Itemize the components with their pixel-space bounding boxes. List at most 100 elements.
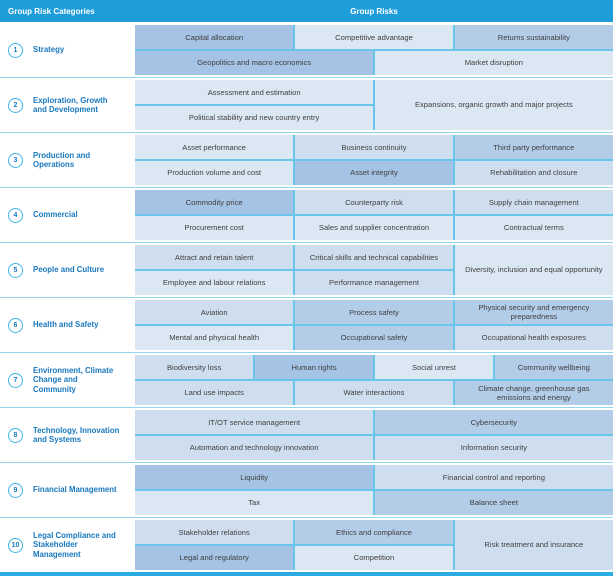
risk-grid: Attract and retain talent Critical skills… [135,245,613,295]
risk-block-9: 9 Financial Management Liquidity Financial … [0,465,613,515]
risk-grid: IT/OT service management Cybersecurity Aut… [135,410,613,460]
bottom-accent-bar [0,572,613,576]
category-label: Exploration, Growth and Development [33,95,108,114]
risk-cell: Liquidity [135,465,374,490]
category-cell-2: 2 Exploration, Growth and Development [0,80,135,130]
risk-block-2: 2 Exploration, Growth and Development Asse… [0,80,613,130]
risk-cell: Tax [135,490,374,515]
risk-cell: Information security [374,435,613,460]
risk-cell: Assessment and estimation [135,80,374,105]
risk-cell: Water interactions [294,380,454,405]
risk-cell: Procurement cost [135,215,294,240]
risk-block-4: 4 Commercial Commodity price Counterparty r… [0,190,613,240]
risk-cell: Balance sheet [374,490,613,515]
category-number-badge: 7 [8,372,23,388]
risk-grid: Aviation Process safety Physical security … [135,300,613,350]
risk-cell: Financial control and reporting [374,465,613,490]
risk-cell: Sales and supplier concentration [294,215,454,240]
category-cell-6: 6 Health and Safety [0,300,135,350]
category-label: Production and Operations [33,150,91,169]
risk-cell: Human rights [254,355,374,380]
risk-grid: Liquidity Financial control and reporting… [135,465,613,515]
category-label: Technology, Innovation and Systems [33,425,120,444]
risk-cell: Cybersecurity [374,410,613,435]
risk-grid: Asset performance Business continuity Thir… [135,135,613,185]
risk-block-6: 6 Health and Safety Aviation Process safety… [0,300,613,350]
risk-block-8: 8 Technology, Innovation and Systems IT/OT… [0,410,613,460]
header-group-risk-categories: Group Risk Categories [8,6,95,16]
risk-cell: Asset performance [135,135,294,160]
risk-cell: Biodiversity loss [135,355,254,380]
risk-cell: Social unrest [374,355,494,380]
risk-grid: Commodity price Counterparty risk Supply c… [135,190,613,240]
risk-cell: Contractual terms [454,215,613,240]
risk-cell: Production volume and cost [135,160,294,185]
block-divider [0,185,613,190]
risk-grid: Assessment and estimation Political stabi… [135,80,613,130]
risk-cell: Rehabilitation and closure [454,160,613,185]
risk-cell: Business continuity [294,135,454,160]
risk-cell: Occupational health exposures [454,325,613,350]
category-number-badge: 3 [8,152,23,168]
category-number-badge: 8 [8,427,23,443]
risk-block-7: 7 Environment, Climate Change and Communi… [0,355,613,405]
risk-cell: Diversity, inclusion and equal opportuni… [454,245,613,295]
category-label: Financial Management [33,485,117,495]
table-header: Group Risk Categories Group Risks [0,0,613,22]
risk-cell: Community wellbeing [494,355,613,380]
category-cell-3: 3 Production and Operations [0,135,135,185]
risk-cell: Performance management [294,270,454,295]
category-cell-5: 5 People and Culture [0,245,135,295]
category-cell-7: 7 Environment, Climate Change and Communi… [0,355,135,405]
risk-grid: Biodiversity loss Human rights Social unre… [135,355,613,405]
risk-cell: Mental and physical health [135,325,294,350]
risk-cell: Critical skills and technical capabiliti… [294,245,454,270]
risk-cell: Competition [294,545,454,570]
risk-cell: Occupational safety [294,325,454,350]
block-divider [0,130,613,135]
risk-cell: Process safety [294,300,454,325]
risk-cell: Asset integrity [294,160,454,185]
category-number-badge: 2 [8,97,23,113]
risk-cell: Supply chain management [454,190,613,215]
category-number-badge: 5 [8,262,23,278]
category-label: Strategy [33,45,65,55]
risk-cell: Political stability and new country entr… [135,105,374,130]
risk-block-10: 10 Legal Compliance and Stakeholder Manag… [0,520,613,570]
risk-cell: Geopolitics and macro economics [135,50,374,75]
category-number-badge: 4 [8,207,23,223]
category-cell-4: 4 Commercial [0,190,135,240]
category-label: Health and Safety [33,320,99,330]
risk-cell: Returns sustainability [454,25,613,50]
category-cell-9: 9 Financial Management [0,465,135,515]
category-cell-10: 10 Legal Compliance and Stakeholder Manag… [0,520,135,570]
risk-cell: Market disruption [374,50,613,75]
block-divider [0,75,613,80]
risk-cell: Ethics and compliance [294,520,454,545]
category-label: Environment, Climate Change and Communit… [33,365,114,394]
block-divider [0,295,613,300]
risk-cell: Stakeholder relations [135,520,294,545]
risk-cell: Physical security and emergency prepared… [454,300,613,325]
header-group-risks: Group Risks [350,6,398,16]
risk-grid: Stakeholder relations Ethics and complian… [135,520,613,570]
risk-cell: Automation and technology innovation [135,435,374,460]
risk-block-5: 5 People and Culture Attract and retain ta… [0,245,613,295]
category-label: Commercial [33,210,78,220]
risk-cell: Risk treatment and insurance [454,520,613,570]
risk-cell: Climate change, greenhouse gas emissions… [454,380,613,405]
block-divider [0,460,613,465]
category-number-badge: 6 [8,317,23,333]
risk-blocks-container: 1 Strategy Capital allocation Competitive a… [0,22,613,570]
risk-block-3: 3 Production and Operations Asset performa… [0,135,613,185]
category-number-badge: 1 [8,42,23,58]
category-cell-1: 1 Strategy [0,25,135,75]
category-number-badge: 10 [8,537,23,553]
risk-cell: Capital allocation [135,25,294,50]
block-divider [0,240,613,245]
risk-cell: Employee and labour relations [135,270,294,295]
category-label: People and Culture [33,265,105,275]
block-divider [0,405,613,410]
risk-block-1: 1 Strategy Capital allocation Competitive a… [0,25,613,75]
